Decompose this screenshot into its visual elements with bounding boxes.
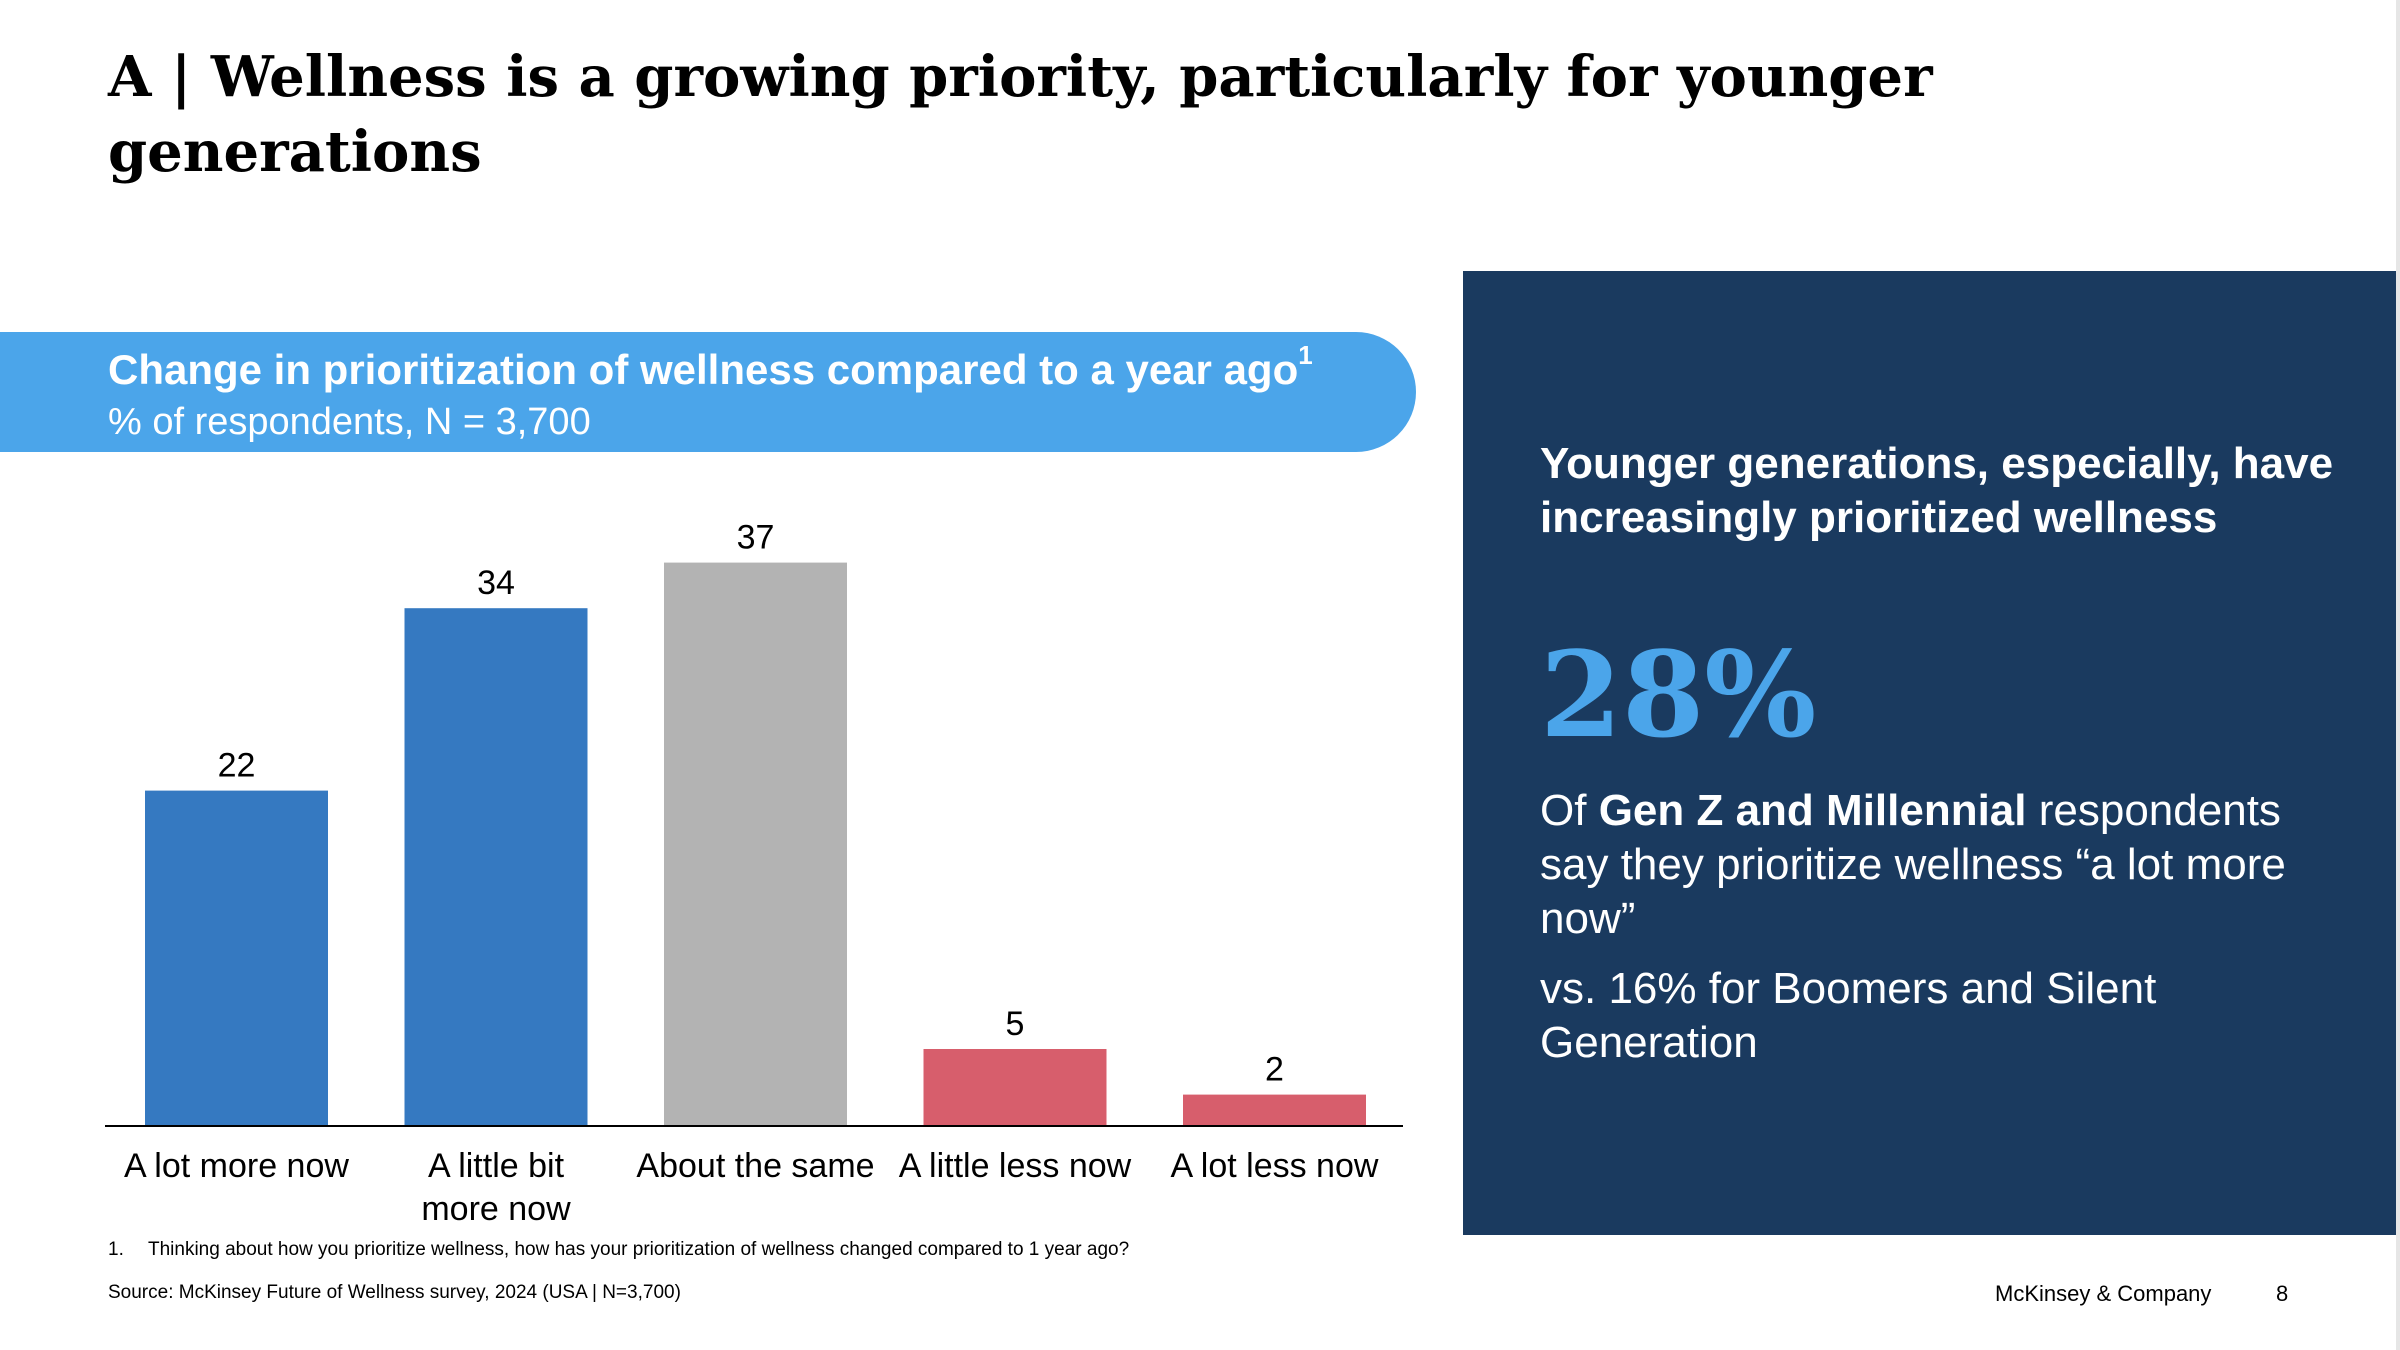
insight-heading: Younger generations, especially, have in…: [1540, 439, 2334, 542]
chart-title-text: Change in prioritization of wellness com…: [108, 346, 1299, 393]
insight-desc-suffix: respondents say they prioritize wellness…: [1540, 786, 2286, 943]
bar-a-little-less-now: [923, 1049, 1107, 1125]
insight-description: Of Gen Z and Millennial respondents say …: [1540, 784, 2340, 946]
category-label-a-little-less-now: A little less now: [899, 1147, 1132, 1185]
footnote: 1. Thinking about how you prioritize well…: [108, 1238, 1129, 1262]
data-label-a-lot-less-now: 2: [1265, 1051, 1284, 1089]
category-label-about-the-same: About the same: [636, 1147, 874, 1185]
bar-chart: 22 A lot more now 34 A little bit more now 37…: [105, 519, 1403, 1228]
data-label-a-lot-more-now: 22: [218, 747, 256, 785]
chart-banner: [0, 332, 1416, 452]
bar-about-the-same: [664, 562, 847, 1125]
source-note: Source: McKinsey Future of Wellness surv…: [108, 1282, 681, 1303]
category-label-a-little-bit-more-now-line1: A little bit: [428, 1147, 565, 1185]
insight-desc-prefix: Of: [1540, 786, 1599, 835]
page-number: 8: [2276, 1281, 2289, 1306]
insight-panel: [1463, 271, 2400, 1235]
bar-a-lot-less-now: [1183, 1094, 1366, 1125]
category-label-a-lot-more-now: A lot more now: [124, 1147, 349, 1185]
insight-desc-bold: Gen Z and Millennial: [1598, 786, 2027, 835]
footnote-marker: 1: [1298, 340, 1313, 370]
data-label-a-little-less-now: 5: [1006, 1005, 1025, 1043]
chart-subtitle: % of respondents, N = 3,700: [108, 401, 591, 443]
data-label-about-the-same: 37: [737, 519, 775, 557]
slide-edge: [2396, 0, 2400, 1350]
bar-a-little-bit-more-now: [404, 608, 588, 1125]
category-label-a-lot-less-now: A lot less now: [1171, 1147, 1379, 1185]
footnote-number: 1.: [108, 1239, 124, 1260]
brand-name: McKinsey & Company: [1995, 1281, 2212, 1306]
chart-title: Change in prioritization of wellness com…: [108, 342, 1313, 396]
data-label-a-little-bit-more-now: 34: [477, 564, 515, 602]
insight-comparison: vs. 16% for Boomers and Silent Generatio…: [1540, 964, 2157, 1067]
insight-stat: 28%: [1540, 625, 1817, 764]
slide-title: A | Wellness is a growing priority, part…: [108, 44, 1933, 185]
category-label-a-little-bit-more-now-line2: more now: [421, 1190, 571, 1228]
bar-a-lot-more-now: [145, 790, 328, 1125]
footnote-text: Thinking about how you prioritize wellne…: [148, 1239, 1130, 1260]
